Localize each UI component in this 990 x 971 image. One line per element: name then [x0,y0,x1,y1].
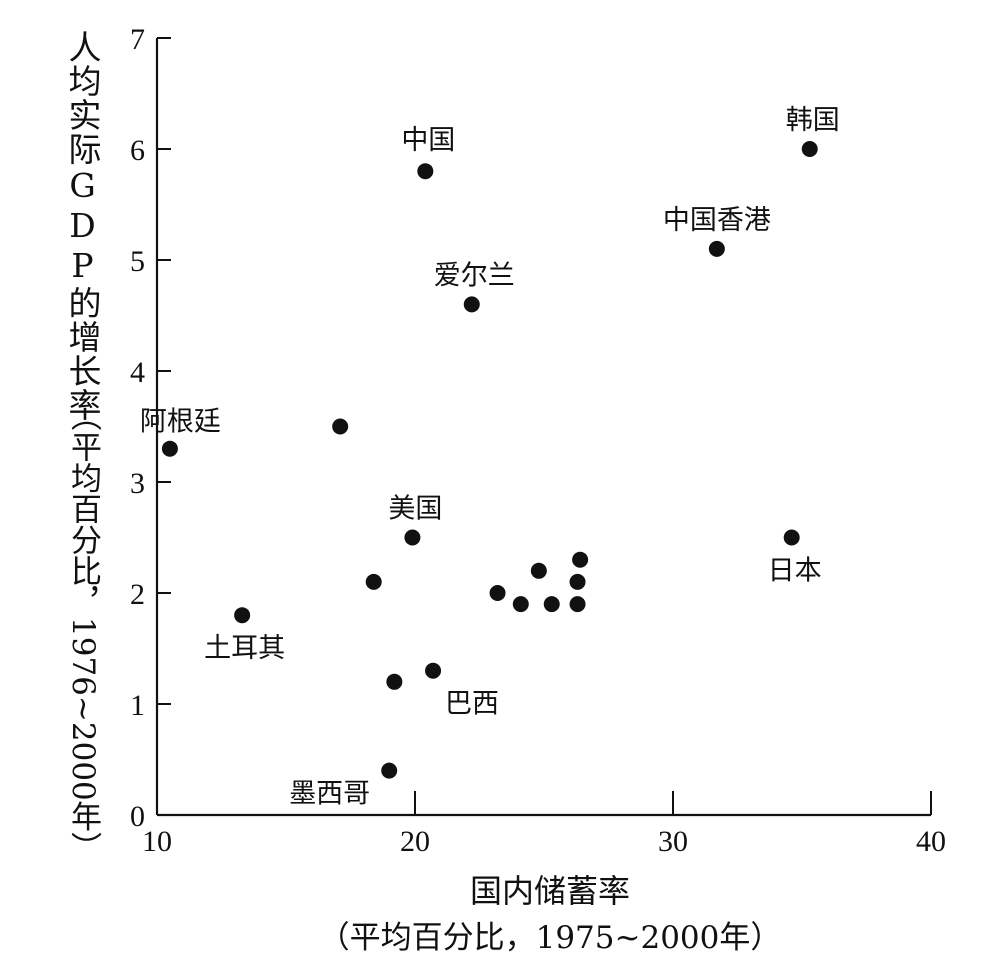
point-label: 阿根廷 [140,407,221,438]
x-tick-label: 30 [658,825,688,858]
data-point [463,296,480,313]
point-label: 中国香港 [663,205,771,236]
data-point [381,762,398,779]
data-point [801,141,818,157]
data-points [161,141,818,779]
y-tick-label: 6 [130,134,145,167]
data-point [365,573,382,590]
y-tick-label: 1 [130,689,145,722]
y-tick-label: 0 [130,800,145,833]
point-label: 土耳其 [204,633,285,664]
data-point [161,440,178,457]
data-point [569,596,586,613]
y-axis-sublabel: （平均百分比，1976~2000年） [65,400,101,863]
data-point [425,662,442,679]
data-point [489,585,506,601]
point-label: 美国 [388,494,442,525]
y-axis-label: 人均实际GDP的增长率 [63,30,102,422]
point-label: 爱尔兰 [434,260,515,291]
x-axis-sublabel: （平均百分比，1975~2000年） [318,920,782,956]
y-tick-label: 7 [130,23,145,56]
data-point [572,551,589,568]
point-label: 中国 [401,125,455,156]
data-point [332,418,349,435]
data-point [530,562,547,579]
data-point [386,673,403,690]
x-axis-label: 国内储蓄率 [469,872,630,910]
y-tick-label: 2 [130,578,145,611]
y-tick-label: 4 [130,356,145,389]
point-label: 巴西 [445,689,499,720]
tick-labels: 0 1 2 3 4 5 6 7 10 20 30 40 [130,23,946,858]
x-tick-label: 10 [142,825,172,858]
point-label: 墨西哥 [289,779,370,810]
y-tick-label: 5 [130,245,145,278]
point-label: 日本 [768,556,822,587]
data-point [543,596,560,613]
point-label: 韩国 [786,105,840,136]
data-point [512,596,529,613]
axes [155,37,932,817]
x-tick-label: 20 [400,825,430,858]
data-point [569,573,586,590]
data-point [708,240,725,257]
data-point [783,529,800,546]
data-point [417,163,434,180]
data-point [234,607,251,624]
data-point [404,529,421,546]
x-tick-label: 40 [916,825,946,858]
y-tick-label: 3 [130,467,145,500]
